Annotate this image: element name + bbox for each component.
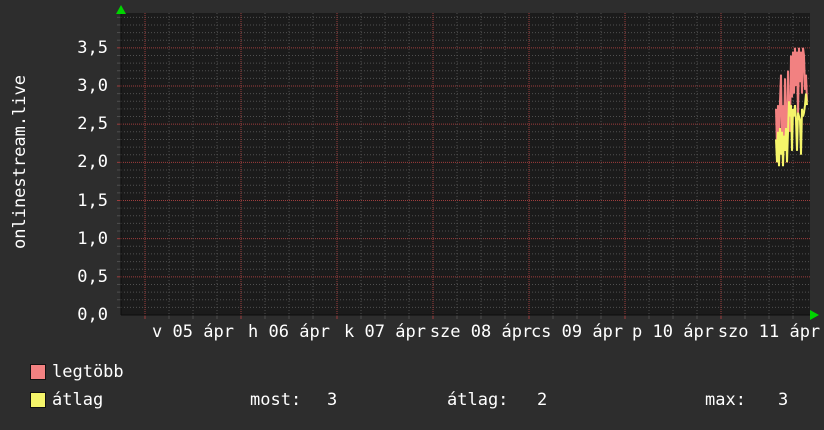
x-tick-label: k 07 ápr	[344, 322, 426, 342]
stat-max-value: 3	[778, 390, 789, 410]
x-tick-label: p 10 ápr	[632, 322, 714, 342]
stat-atlag-label: átlag:	[447, 390, 509, 410]
y-tick-label: 2,5	[77, 114, 108, 135]
y-tick-label: 0,0	[77, 305, 108, 325]
x-tick-label: szo 11 ápr	[717, 322, 821, 342]
legend-label-legtobb: legtöbb	[52, 362, 124, 382]
stat-max-label: max:	[705, 390, 746, 410]
y-tick-label: 3,0	[77, 76, 108, 96]
stat-most-label: most:	[250, 390, 302, 410]
legend-swatch-atlag	[30, 392, 46, 408]
x-tick-label: v 05 ápr	[152, 322, 234, 342]
y-tick-label: 1,5	[77, 190, 108, 211]
legend-label-atlag: átlag	[52, 390, 104, 410]
x-axis-arrow-icon	[810, 310, 819, 320]
series-line-legtobb	[775, 47, 808, 148]
y-axis-arrow-icon	[116, 5, 126, 14]
y-tick-label: 3,5	[77, 37, 108, 58]
y-tick-label: 0,5	[77, 266, 108, 287]
legend-swatch-legtobb	[30, 364, 46, 380]
y-tick-label: 1,0	[77, 228, 108, 249]
y-axis-title: onlinestream.live	[10, 75, 30, 249]
x-tick-label: h 06 ápr	[248, 322, 330, 342]
stat-most-value: 3	[327, 390, 338, 410]
x-tick-label: cs 09 ápr	[530, 322, 624, 342]
stat-atlag-value: 2	[537, 390, 548, 410]
series-line-atlag	[775, 93, 808, 167]
x-tick-label: sze 08 ápr	[429, 322, 533, 342]
y-tick-label: 2,0	[77, 152, 108, 173]
